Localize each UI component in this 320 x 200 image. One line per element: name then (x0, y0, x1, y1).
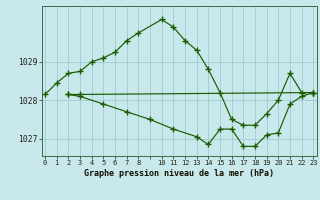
X-axis label: Graphe pression niveau de la mer (hPa): Graphe pression niveau de la mer (hPa) (84, 169, 274, 178)
